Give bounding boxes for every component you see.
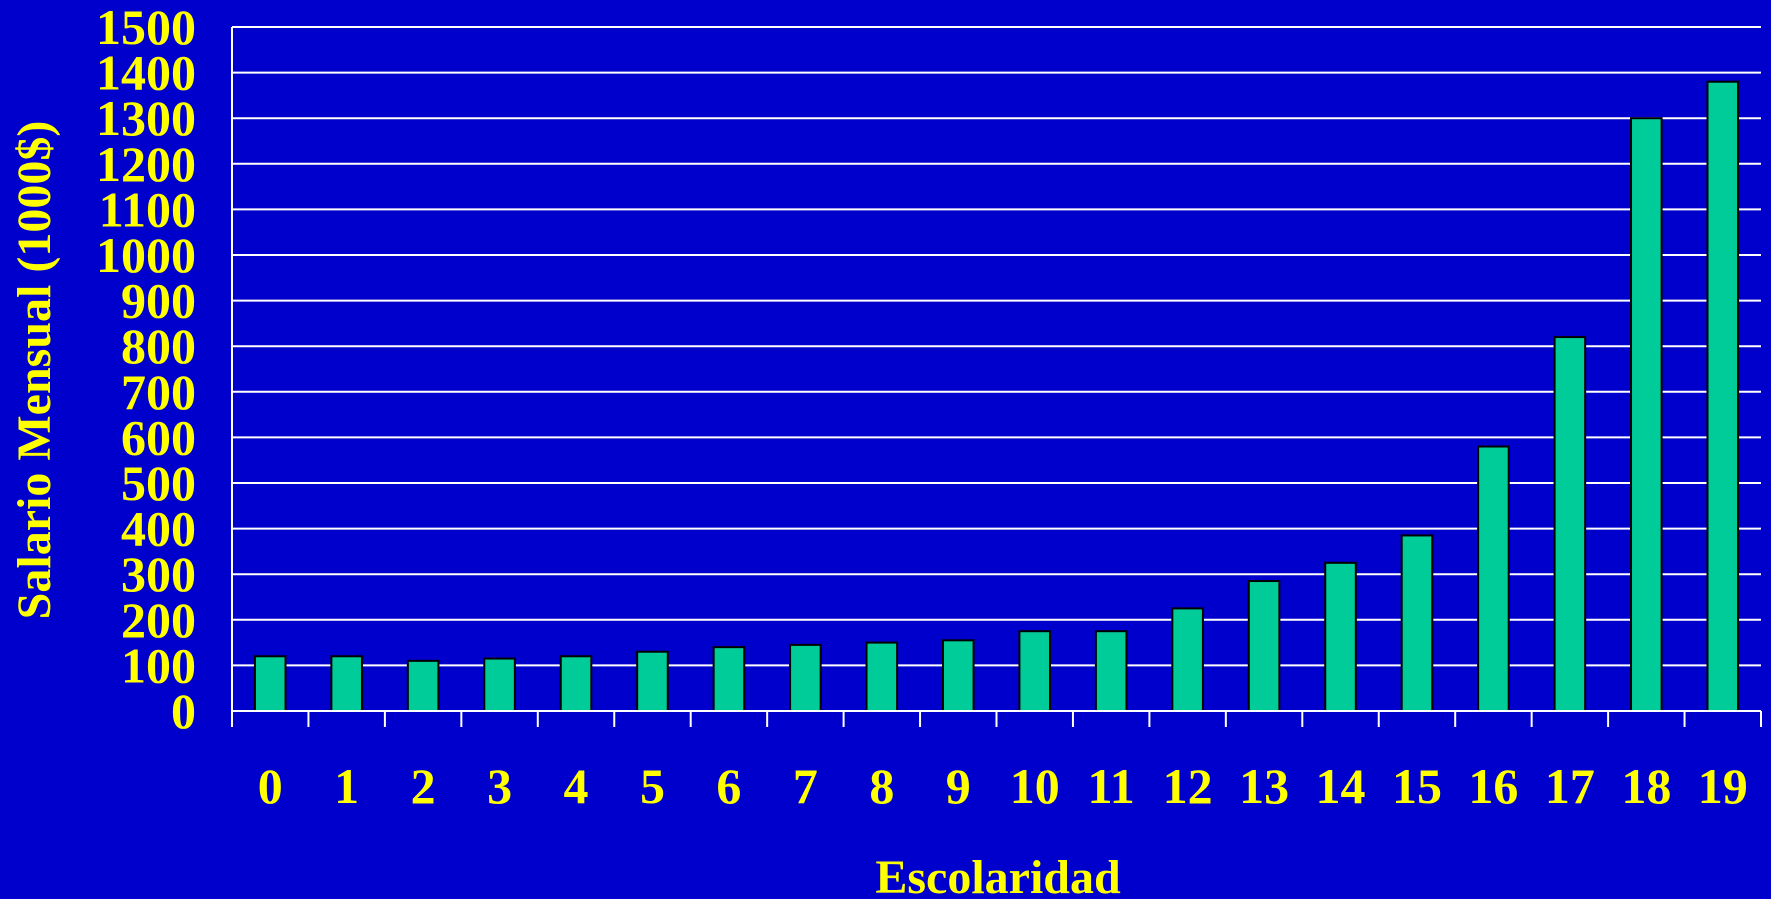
y-tick-label-800: 800 [121,318,196,374]
bar-13 [1247,580,1281,712]
bar-6 [712,646,746,712]
x-tick-label-0: 0 [258,758,283,814]
bar-0 [253,655,287,713]
x-tick-label-5: 5 [640,758,665,814]
y-tick-label-200: 200 [121,592,196,648]
bar-12 [1171,607,1204,713]
bar-10 [1018,630,1052,713]
y-tick-label-300: 300 [121,546,196,602]
y-tick-label-900: 900 [121,273,196,329]
x-axis-title: Escolaridad [875,851,1121,899]
bar-11 [1094,630,1128,713]
x-tick-label-15: 15 [1392,758,1442,814]
x-tick-label-3: 3 [487,758,512,814]
axes [231,27,1762,727]
x-tick-label-4: 4 [564,758,589,814]
bar-9 [941,639,975,713]
y-tick-labels: 0100200300400500600700800900100011001200… [96,0,196,739]
y-tick-label-0: 0 [171,683,196,739]
y-tick-label-100: 100 [121,637,196,693]
bar-14 [1324,561,1357,712]
x-tick-label-14: 14 [1316,758,1366,814]
x-tick-label-18: 18 [1621,758,1671,814]
x-tick-label-10: 10 [1010,758,1060,814]
y-tick-label-600: 600 [121,409,196,465]
y-tick-label-500: 500 [121,455,196,511]
y-tick-label-1000: 1000 [96,227,196,283]
bar-2 [406,659,440,713]
bar-3 [483,657,516,712]
bar-7 [789,643,822,713]
bar-8 [865,641,899,712]
x-tick-label-17: 17 [1545,758,1595,814]
x-tick-label-9: 9 [946,758,971,814]
x-tick-label-13: 13 [1239,758,1289,814]
x-tick-label-11: 11 [1088,758,1135,814]
y-tick-label-400: 400 [121,501,196,557]
x-tick-label-12: 12 [1163,758,1213,814]
bar-15 [1400,534,1434,712]
y-axis-title: Salario Mensual (1000$) [8,121,61,620]
x-tick-label-7: 7 [793,758,818,814]
bar-16 [1477,445,1510,712]
bars [253,80,1740,713]
x-tick-label-16: 16 [1468,758,1518,814]
y-tick-label-1300: 1300 [96,90,196,146]
x-tick-label-1: 1 [334,758,359,814]
bar-1 [330,655,363,713]
x-tick-label-8: 8 [869,758,894,814]
y-tick-label-1500: 1500 [96,0,196,55]
y-tick-label-1200: 1200 [96,136,196,192]
bar-18 [1630,117,1663,712]
x-tick-label-6: 6 [716,758,741,814]
bar-19 [1706,80,1740,713]
y-tick-label-1400: 1400 [96,45,196,101]
bar-17 [1553,336,1587,712]
x-tick-label-19: 19 [1698,758,1748,814]
gridlines [232,26,1761,667]
bar-4 [559,655,593,713]
y-tick-label-700: 700 [121,364,196,420]
x-tick-label-2: 2 [411,758,436,814]
y-tick-label-1100: 1100 [99,181,196,237]
bar-5 [636,650,669,712]
x-tick-labels: 0 1 2 3 4 5 6 7 8 9 10 11 12 13 14 15 16 17 18 19 [258,758,1748,814]
